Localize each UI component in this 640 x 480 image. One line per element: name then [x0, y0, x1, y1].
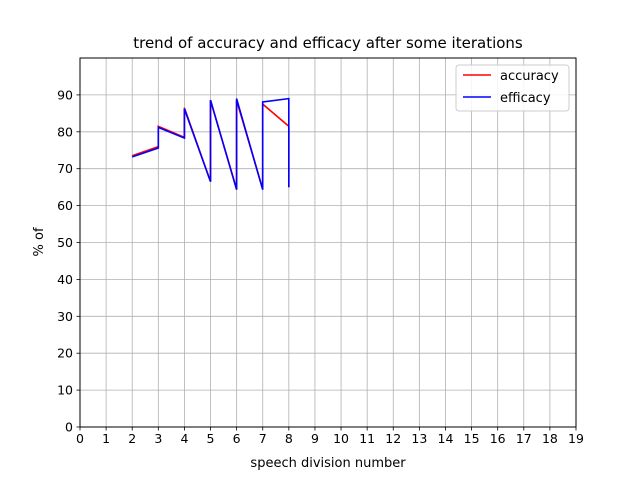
series-lines	[131, 97, 290, 190]
y-tick-label: 0	[65, 420, 73, 435]
legend-label-efficacy: efficacy	[500, 91, 551, 106]
x-tick-label: 17	[516, 431, 532, 446]
x-tick-label: 8	[285, 431, 293, 446]
x-tick-label: 13	[411, 431, 427, 446]
y-axis: 0 10 20 30 40 50 60 70 80 90	[57, 87, 80, 435]
legend: accuracy efficacy	[455, 64, 570, 112]
y-tick-label: 50	[57, 235, 73, 250]
chart-title: trend of accuracy and efficacy after som…	[133, 34, 523, 52]
legend-box	[455, 64, 570, 112]
x-tick-label: 2	[128, 431, 136, 446]
y-tick-label: 60	[57, 198, 73, 213]
y-axis-label: % of	[32, 227, 47, 256]
y-tick-label: 80	[57, 124, 73, 139]
x-tick-label: 16	[490, 431, 506, 446]
x-tick-label: 0	[76, 431, 84, 446]
y-tick-label: 30	[57, 309, 73, 324]
legend-label-accuracy: accuracy	[500, 69, 559, 84]
x-tick-label: 7	[259, 431, 267, 446]
y-tick-label: 10	[57, 383, 73, 398]
y-tick-label: 90	[57, 87, 73, 102]
x-tick-label: 9	[311, 431, 319, 446]
x-tick-label: 14	[438, 431, 454, 446]
x-tick-label: 6	[233, 431, 241, 446]
y-tick-label: 20	[57, 346, 73, 361]
series-line-efficacy	[131, 97, 290, 190]
x-tick-label: 11	[359, 431, 375, 446]
x-tick-label: 5	[207, 431, 215, 446]
x-tick-label: 18	[542, 431, 558, 446]
x-tick-label: 4	[180, 431, 188, 446]
y-tick-label: 40	[57, 272, 73, 287]
x-tick-label: 15	[464, 431, 480, 446]
x-tick-label: 1	[102, 431, 110, 446]
x-tick-label: 3	[154, 431, 162, 446]
x-axis: 0 1 2 3 4 5 6 7 8 9 10 11 12 13 14 15 16 17 18 19	[76, 427, 584, 446]
x-tick-label: 10	[333, 431, 349, 446]
y-tick-label: 70	[57, 161, 73, 176]
x-tick-label: 12	[385, 431, 401, 446]
x-tick-label: 19	[568, 431, 584, 446]
x-axis-label: speech division number	[250, 456, 406, 471]
